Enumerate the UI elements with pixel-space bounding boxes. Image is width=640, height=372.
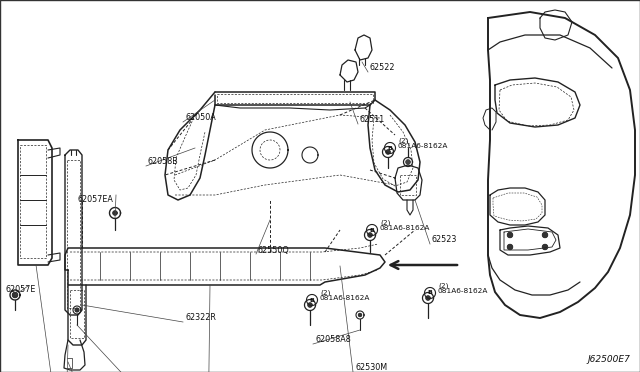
Text: 081A6-8162A: 081A6-8162A	[320, 295, 371, 301]
Text: B: B	[369, 228, 374, 232]
Polygon shape	[543, 244, 547, 250]
Text: 62057EA: 62057EA	[78, 196, 114, 205]
Text: 62057E: 62057E	[5, 285, 35, 295]
Text: 62322R: 62322R	[185, 314, 216, 323]
Text: (2): (2)	[398, 138, 408, 144]
Polygon shape	[508, 244, 513, 250]
Polygon shape	[368, 233, 372, 237]
Polygon shape	[406, 160, 410, 164]
Text: 62050A: 62050A	[185, 113, 216, 122]
Text: (2): (2)	[320, 290, 330, 296]
Text: 081A6-8162A: 081A6-8162A	[380, 225, 430, 231]
Polygon shape	[426, 296, 430, 300]
Text: 62523: 62523	[432, 235, 458, 244]
Polygon shape	[543, 232, 547, 237]
Text: 081A6-8162A: 081A6-8162A	[398, 143, 449, 149]
Polygon shape	[13, 292, 17, 298]
Text: 62058A8: 62058A8	[315, 336, 351, 344]
Polygon shape	[508, 232, 513, 237]
Text: 081A6-8162A: 081A6-8162A	[438, 288, 488, 294]
Text: B: B	[428, 291, 433, 295]
Text: 62511: 62511	[360, 115, 385, 125]
Polygon shape	[386, 150, 390, 154]
Polygon shape	[358, 314, 362, 317]
Text: 62522: 62522	[370, 64, 396, 73]
Polygon shape	[308, 303, 312, 307]
Text: B: B	[310, 298, 314, 302]
Text: (2): (2)	[438, 283, 449, 289]
Text: J62500E7: J62500E7	[587, 355, 630, 364]
Polygon shape	[76, 308, 79, 312]
Text: (2): (2)	[380, 220, 390, 226]
Polygon shape	[113, 211, 117, 215]
Text: 62058B: 62058B	[148, 157, 179, 167]
Text: 62550Q: 62550Q	[258, 246, 290, 254]
Text: 62530M: 62530M	[355, 363, 387, 372]
Text: B: B	[388, 145, 392, 151]
